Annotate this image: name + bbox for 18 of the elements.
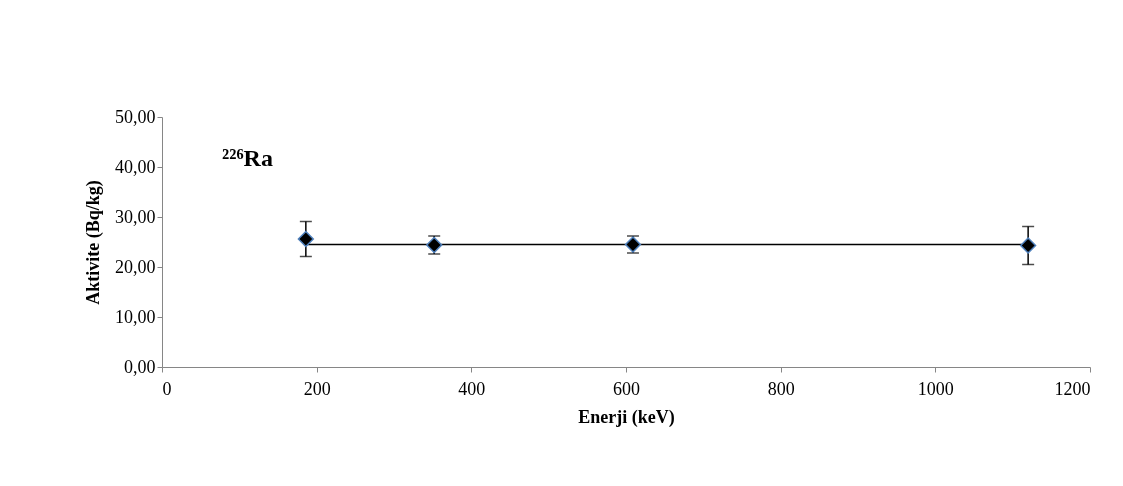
- x-tick-label: 200: [303, 378, 331, 399]
- x-tick-label: 800: [767, 378, 795, 399]
- point: [297, 230, 315, 248]
- annotation: ²²⁶Ra: [222, 145, 273, 171]
- x-tick-label: 1000: [917, 378, 954, 399]
- y-tick-label: 40,00: [115, 156, 156, 177]
- y-tick-label: 0,00: [124, 356, 156, 377]
- x-tick-label: 400: [458, 378, 486, 399]
- x-tick-label: 600: [613, 378, 640, 399]
- x-axis-title: Enerji (keV): [578, 406, 675, 428]
- y-tick-label: 30,00: [115, 206, 156, 227]
- x-tick-label: 0: [162, 378, 172, 399]
- y-tick-label: 50,00: [115, 106, 156, 127]
- y-axis-title: Aktivite (Bq/kg): [83, 180, 104, 305]
- y-tick-label: 10,00: [115, 306, 156, 327]
- y-tick-label: 20,00: [115, 256, 156, 277]
- point: [1019, 237, 1037, 254]
- x-tick-label: 1200: [1054, 378, 1091, 399]
